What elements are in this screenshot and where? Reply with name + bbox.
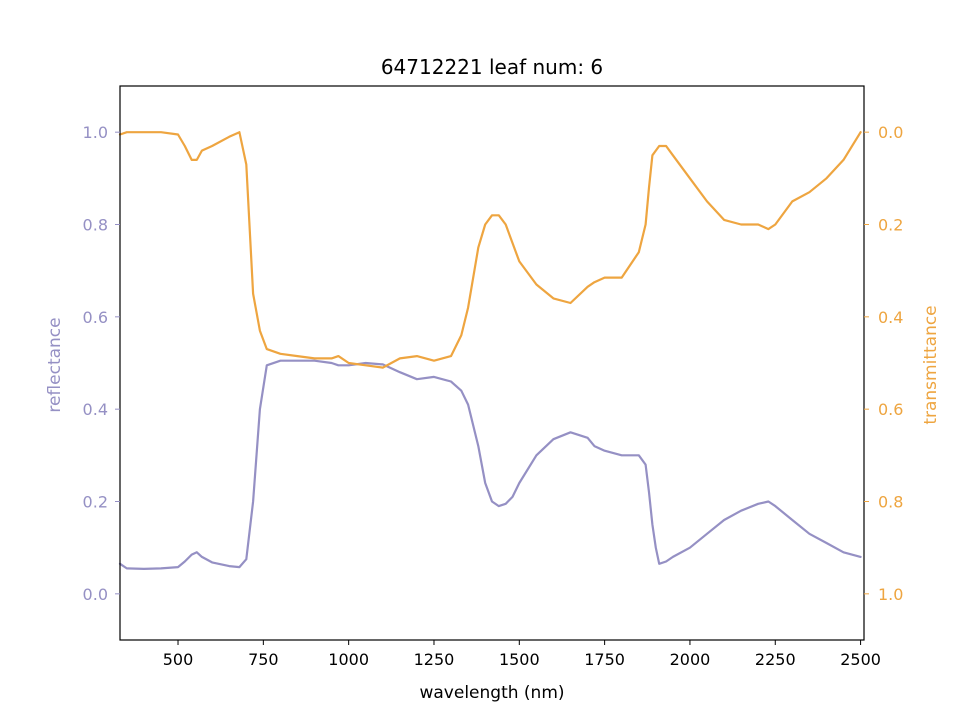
right-axis-ticks: 0.0 0.2 0.4 0.6 0.8 1.0: [864, 123, 903, 604]
x-tick-label: 2250: [755, 650, 796, 669]
plot-frame: [119, 85, 865, 641]
reflectance-series-line: [118, 359, 862, 571]
left-tick-label: 0.0: [83, 585, 108, 604]
right-tick-label: 0.4: [878, 308, 903, 327]
left-tick-label: 0.6: [83, 308, 108, 327]
chart-title: 64712221 leaf num: 6: [381, 55, 603, 79]
x-tick-label: 1000: [328, 650, 369, 669]
right-tick-label: 1.0: [878, 585, 903, 604]
right-tick-label: 0.2: [878, 216, 903, 235]
right-tick-label: 0.0: [878, 123, 903, 142]
x-tick-label: 500: [163, 650, 194, 669]
x-tick-label: 750: [248, 650, 279, 669]
x-tick-label: 1750: [584, 650, 625, 669]
x-axis-label: wavelength (nm): [419, 683, 564, 703]
right-axis-label: transmittance: [921, 305, 941, 424]
right-tick-label: 0.6: [878, 400, 903, 419]
transmittance-series-line: [118, 131, 862, 369]
left-axis-ticks: 0.0 0.2 0.4 0.6 0.8 1.0: [83, 123, 120, 604]
series-layer: [118, 131, 862, 571]
left-tick-label: 1.0: [83, 123, 108, 142]
x-tick-label: 2500: [840, 650, 881, 669]
x-axis-ticks: 500 750 1000 1250 1500 1750 2000 2250 2500: [163, 640, 881, 669]
left-tick-label: 0.2: [83, 493, 108, 512]
x-tick-label: 2000: [670, 650, 711, 669]
left-tick-label: 0.8: [83, 216, 108, 235]
x-tick-label: 1250: [414, 650, 455, 669]
left-axis-label: reflectance: [45, 317, 65, 412]
right-tick-label: 0.8: [878, 493, 903, 512]
left-tick-label: 0.4: [83, 400, 108, 419]
x-tick-label: 1500: [499, 650, 540, 669]
